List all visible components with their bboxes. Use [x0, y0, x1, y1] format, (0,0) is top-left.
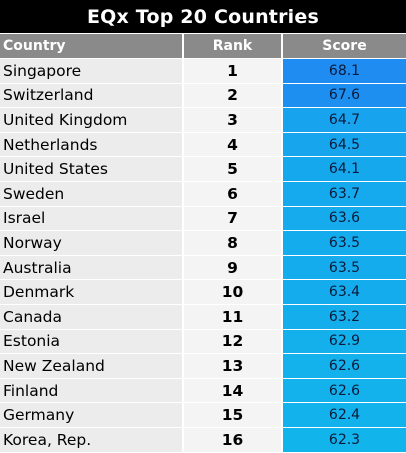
table-row[interactable]: United Kingdom 3 64.7 [0, 108, 406, 133]
country-cell: United States [0, 157, 184, 181]
score-cell: 62.9 [283, 329, 406, 354]
table-row[interactable]: Switzerland 2 67.6 [0, 83, 406, 109]
country-cell: New Zealand [0, 354, 184, 378]
score-cell: 64.7 [283, 108, 406, 132]
rank-cell: 13 [184, 354, 283, 378]
table-row[interactable]: Germany 15 62.4 [0, 403, 406, 428]
table-row[interactable]: Netherlands 4 64.5 [0, 132, 406, 158]
country-cell: United Kingdom [0, 108, 184, 132]
table-row[interactable]: Israel 7 63.6 [0, 206, 406, 232]
header-country[interactable]: Country [0, 34, 184, 58]
table-row[interactable]: Canada 11 63.2 [0, 304, 406, 330]
country-cell: Switzerland [0, 83, 184, 108]
country-cell: Norway [0, 231, 184, 255]
country-cell: Estonia [0, 329, 184, 354]
rank-cell: 7 [184, 206, 283, 231]
country-cell: Denmark [0, 280, 184, 304]
score-cell: 62.6 [283, 354, 406, 378]
table-body: Singapore 1 68.1 Switzerland 2 67.6 United Kin… [0, 59, 406, 453]
country-cell: Israel [0, 206, 184, 231]
country-cell: Australia [0, 255, 184, 280]
country-cell: Finland [0, 378, 184, 403]
header-score[interactable]: Score [322, 38, 367, 54]
table-title: EQx Top 20 Countries [0, 0, 406, 34]
header-rank[interactable]: Rank [184, 34, 283, 58]
table-row[interactable]: Sweden 6 63.7 [0, 181, 406, 207]
rank-cell: 3 [184, 108, 283, 132]
country-cell: Korea, Rep. [0, 427, 184, 452]
table-row[interactable]: New Zealand 13 62.6 [0, 354, 406, 379]
rank-cell: 12 [184, 329, 283, 354]
score-cell: 63.4 [283, 280, 406, 304]
table-row[interactable]: United States 5 64.1 [0, 157, 406, 182]
rank-cell: 15 [184, 403, 283, 427]
rank-cell: 14 [184, 378, 283, 403]
score-cell: 62.3 [283, 427, 406, 452]
rank-cell: 5 [184, 157, 283, 181]
table-row[interactable]: Korea, Rep. 16 62.3 [0, 427, 406, 453]
rank-cell: 6 [184, 181, 283, 206]
score-cell: 68.1 [283, 59, 406, 83]
score-cell: 63.2 [283, 304, 406, 329]
score-cell: 63.5 [283, 255, 406, 280]
rank-cell: 9 [184, 255, 283, 280]
score-cell: 63.6 [283, 206, 406, 231]
table-row[interactable]: Singapore 1 68.1 [0, 59, 406, 84]
table-header: Country Rank Score [0, 34, 406, 59]
table-row[interactable]: Denmark 10 63.4 [0, 280, 406, 305]
country-cell: Germany [0, 403, 184, 427]
rank-cell: 16 [184, 427, 283, 452]
rank-cell: 10 [184, 280, 283, 304]
country-cell: Sweden [0, 181, 184, 206]
table-row[interactable]: Norway 8 63.5 [0, 231, 406, 256]
rank-cell: 2 [184, 83, 283, 108]
country-cell: Canada [0, 304, 184, 329]
score-cell: 62.6 [283, 378, 406, 403]
score-cell: 62.4 [283, 403, 406, 427]
rank-cell: 4 [184, 132, 283, 157]
score-cell: 63.7 [283, 181, 406, 206]
rank-cell: 11 [184, 304, 283, 329]
table-row[interactable]: Finland 14 62.6 [0, 378, 406, 404]
score-cell: 67.6 [283, 83, 406, 108]
country-cell: Netherlands [0, 132, 184, 157]
country-cell: Singapore [0, 59, 184, 83]
table-row[interactable]: Australia 9 63.5 [0, 255, 406, 281]
score-cell: 64.1 [283, 157, 406, 181]
score-cell: 64.5 [283, 132, 406, 157]
rank-cell: 1 [184, 59, 283, 83]
rank-cell: 8 [184, 231, 283, 255]
score-cell: 63.5 [283, 231, 406, 255]
table-row[interactable]: Estonia 12 62.9 [0, 329, 406, 355]
